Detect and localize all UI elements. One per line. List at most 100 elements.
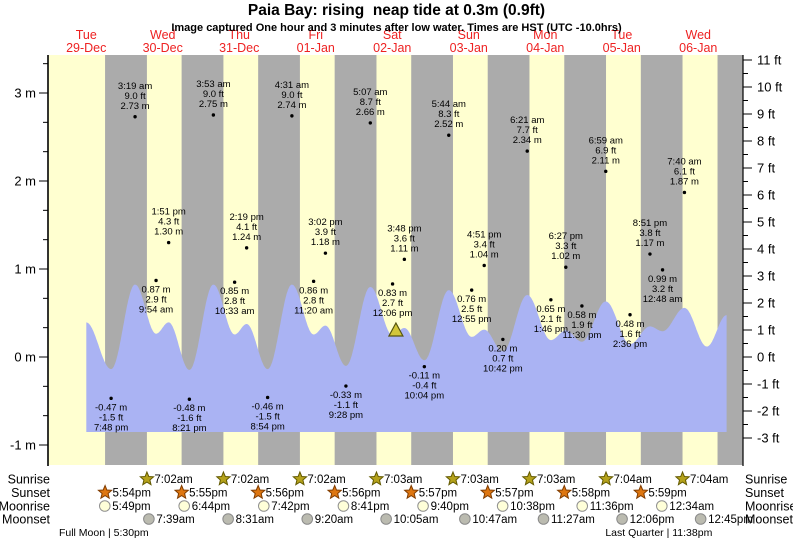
moon-phase-note: Last Quarter | 11:38pm	[605, 527, 712, 539]
moonrise-moon-icon	[576, 500, 589, 512]
sunrise-star-icon	[598, 470, 614, 486]
moonset-moon-icon	[459, 513, 471, 525]
tide-event-dot	[133, 115, 137, 119]
day-label: Tue 05-Jan	[603, 28, 641, 55]
y-axis-right-label: 5 ft	[757, 215, 775, 230]
low-tide-annotation: 0.85 m 2.8 ft 10:33 am	[215, 286, 255, 317]
moonset-moon-icon	[222, 513, 234, 525]
tide-event-dot	[211, 113, 216, 117]
low-tide-annotation: -0.47 m -1.5 ft 7:48 pm	[94, 402, 128, 433]
moonset-moon-icon	[616, 513, 628, 525]
tide-event-dot	[368, 121, 373, 125]
low-tide-annotation: 0.87 m 2.9 ft 9:54 am	[139, 284, 173, 315]
sunrise-star-icon	[674, 470, 691, 486]
moonrise-row-label-left: Moonrise	[0, 500, 50, 514]
low-tide-annotation: 0.86 m 2.8 ft 11:20 am	[294, 285, 333, 316]
moonrise-time: 10:38pm	[510, 501, 555, 513]
sunrise-time: 7:02am	[307, 474, 345, 486]
moonrise-moon-icon	[178, 500, 191, 512]
day-label: Mon 04-Jan	[526, 28, 564, 55]
tide-event-dot	[564, 265, 568, 269]
tide-area	[86, 284, 727, 432]
day-label: Sat 02-Jan	[373, 28, 411, 55]
moonset-moon-icon	[301, 513, 314, 525]
low-tide-annotation: -0.46 m -1.5 ft 8:54 pm	[250, 401, 284, 432]
tide-event-dot	[390, 282, 395, 286]
low-tide-annotation: 0.48 m 1.6 ft 2:36 pm	[613, 319, 647, 350]
day-label: Tue 29-Dec	[66, 28, 106, 55]
moonrise-moon-icon	[496, 500, 509, 512]
moonset-moon-icon	[694, 513, 707, 525]
y-axis-right-label: -2 ft	[757, 404, 780, 419]
sunrise-time: 7:03am	[460, 474, 498, 486]
tide-event-dot	[166, 240, 171, 245]
y-axis-left-label: 2 m	[14, 174, 36, 189]
y-axis-right-label: 4 ft	[757, 242, 775, 257]
now-marker-icon	[387, 321, 404, 337]
moonset-moon-icon	[537, 513, 550, 525]
y-axis-right-label: 11 ft	[757, 53, 782, 68]
tide-event-dot	[109, 396, 113, 401]
moonset-time: 8:31am	[236, 514, 274, 526]
low-tide-annotation: 0.65 m 2.1 ft 1:46 pm	[534, 304, 568, 335]
chart-subtitle: Image captured One hour and 3 minutes af…	[171, 22, 622, 34]
y-axis-right-label: 6 ft	[757, 188, 775, 203]
moonset-moon-icon	[143, 513, 155, 525]
moonrise-time: 6:44pm	[192, 501, 230, 513]
low-tide-annotation: -0.48 m -1.6 ft 8:21 pm	[172, 403, 206, 434]
day-label: Wed 06-Jan	[679, 28, 717, 55]
y-axis-right-label: 10 ft	[757, 80, 783, 95]
moonset-row-label-left: Moonset	[2, 513, 50, 527]
tide-event-dot	[469, 288, 474, 292]
tide-event-dot	[402, 257, 407, 262]
high-tide-annotation: 3:53 am 9.0 ft 2.75 m	[196, 79, 230, 110]
y-axis-right-label: 7 ft	[757, 161, 775, 176]
moonrise-moon-icon	[257, 500, 270, 512]
y-axis-left-label: 1 m	[14, 262, 36, 277]
moonrise-moon-icon	[337, 500, 350, 512]
tide-event-dot	[648, 252, 652, 256]
high-tide-annotation: 6:59 am 6.9 ft 2.11 m	[589, 135, 623, 166]
moonset-time: 7:39am	[156, 514, 194, 526]
sunset-time: 5:56pm	[266, 488, 304, 500]
axis-ticks	[39, 59, 752, 446]
high-tide-annotation: 8:51 pm 3.8 ft 1.17 m	[633, 218, 667, 249]
tide-event-dot	[290, 114, 294, 118]
chart-title: Paia Bay: rising neap tide at 0.3m (0.9f…	[247, 2, 546, 19]
tide-event-dot	[311, 279, 316, 284]
sunrise-time: 7:02am	[231, 474, 269, 486]
tide-event-dot	[682, 190, 687, 195]
sunrise-star-icon	[215, 470, 232, 486]
sunset-time: 5:55pm	[189, 488, 227, 500]
sunrise-star-icon	[445, 470, 461, 486]
day-label: Fri 01-Jan	[297, 28, 335, 55]
sunrise-time: 7:04am	[690, 474, 728, 486]
y-axis-left-label: 3 m	[14, 86, 36, 101]
tide-event-dot	[154, 278, 158, 283]
moonset-time: 10:47am	[472, 514, 517, 526]
sunrise-star-icon	[139, 470, 155, 486]
sunrise-time: 7:02am	[154, 474, 192, 486]
tide-event-dot	[344, 384, 348, 388]
tide-event-dot	[549, 298, 553, 302]
y-axis-right-label: 0 ft	[757, 350, 775, 365]
tide-event-dot	[525, 149, 529, 153]
high-tide-annotation: 3:48 pm 3.6 ft 1.11 m	[387, 223, 421, 254]
moonrise-time: 11:36pm	[590, 501, 634, 513]
sunset-time: 5:58pm	[572, 488, 610, 500]
y-axis-right-label: 8 ft	[757, 134, 775, 149]
high-tide-annotation: 7:40 am 6.1 ft 1.87 m	[667, 156, 701, 187]
moonrise-moon-icon	[656, 500, 668, 512]
sunrise-star-icon	[368, 470, 385, 486]
high-tide-annotation: 2:19 pm 4.1 ft 1.24 m	[229, 212, 263, 243]
tide-annotations: -0.47 m -1.5 ft 7:48 pm 3:19 am 9.0 ft 2.73 m…	[94, 79, 702, 434]
sunset-star-icon	[403, 484, 420, 500]
low-tide-annotation: 0.76 m 2.5 ft 12:55 pm	[452, 294, 492, 325]
sunrise-row-label-right: Sunrise	[745, 473, 787, 487]
sunset-star-icon	[97, 484, 113, 500]
y-axis-left-label: 0 m	[14, 350, 36, 365]
moonrise-time: 9:40pm	[431, 501, 469, 513]
sunset-time: 5:57pm	[419, 488, 457, 500]
sunrise-time: 7:03am	[384, 474, 422, 486]
